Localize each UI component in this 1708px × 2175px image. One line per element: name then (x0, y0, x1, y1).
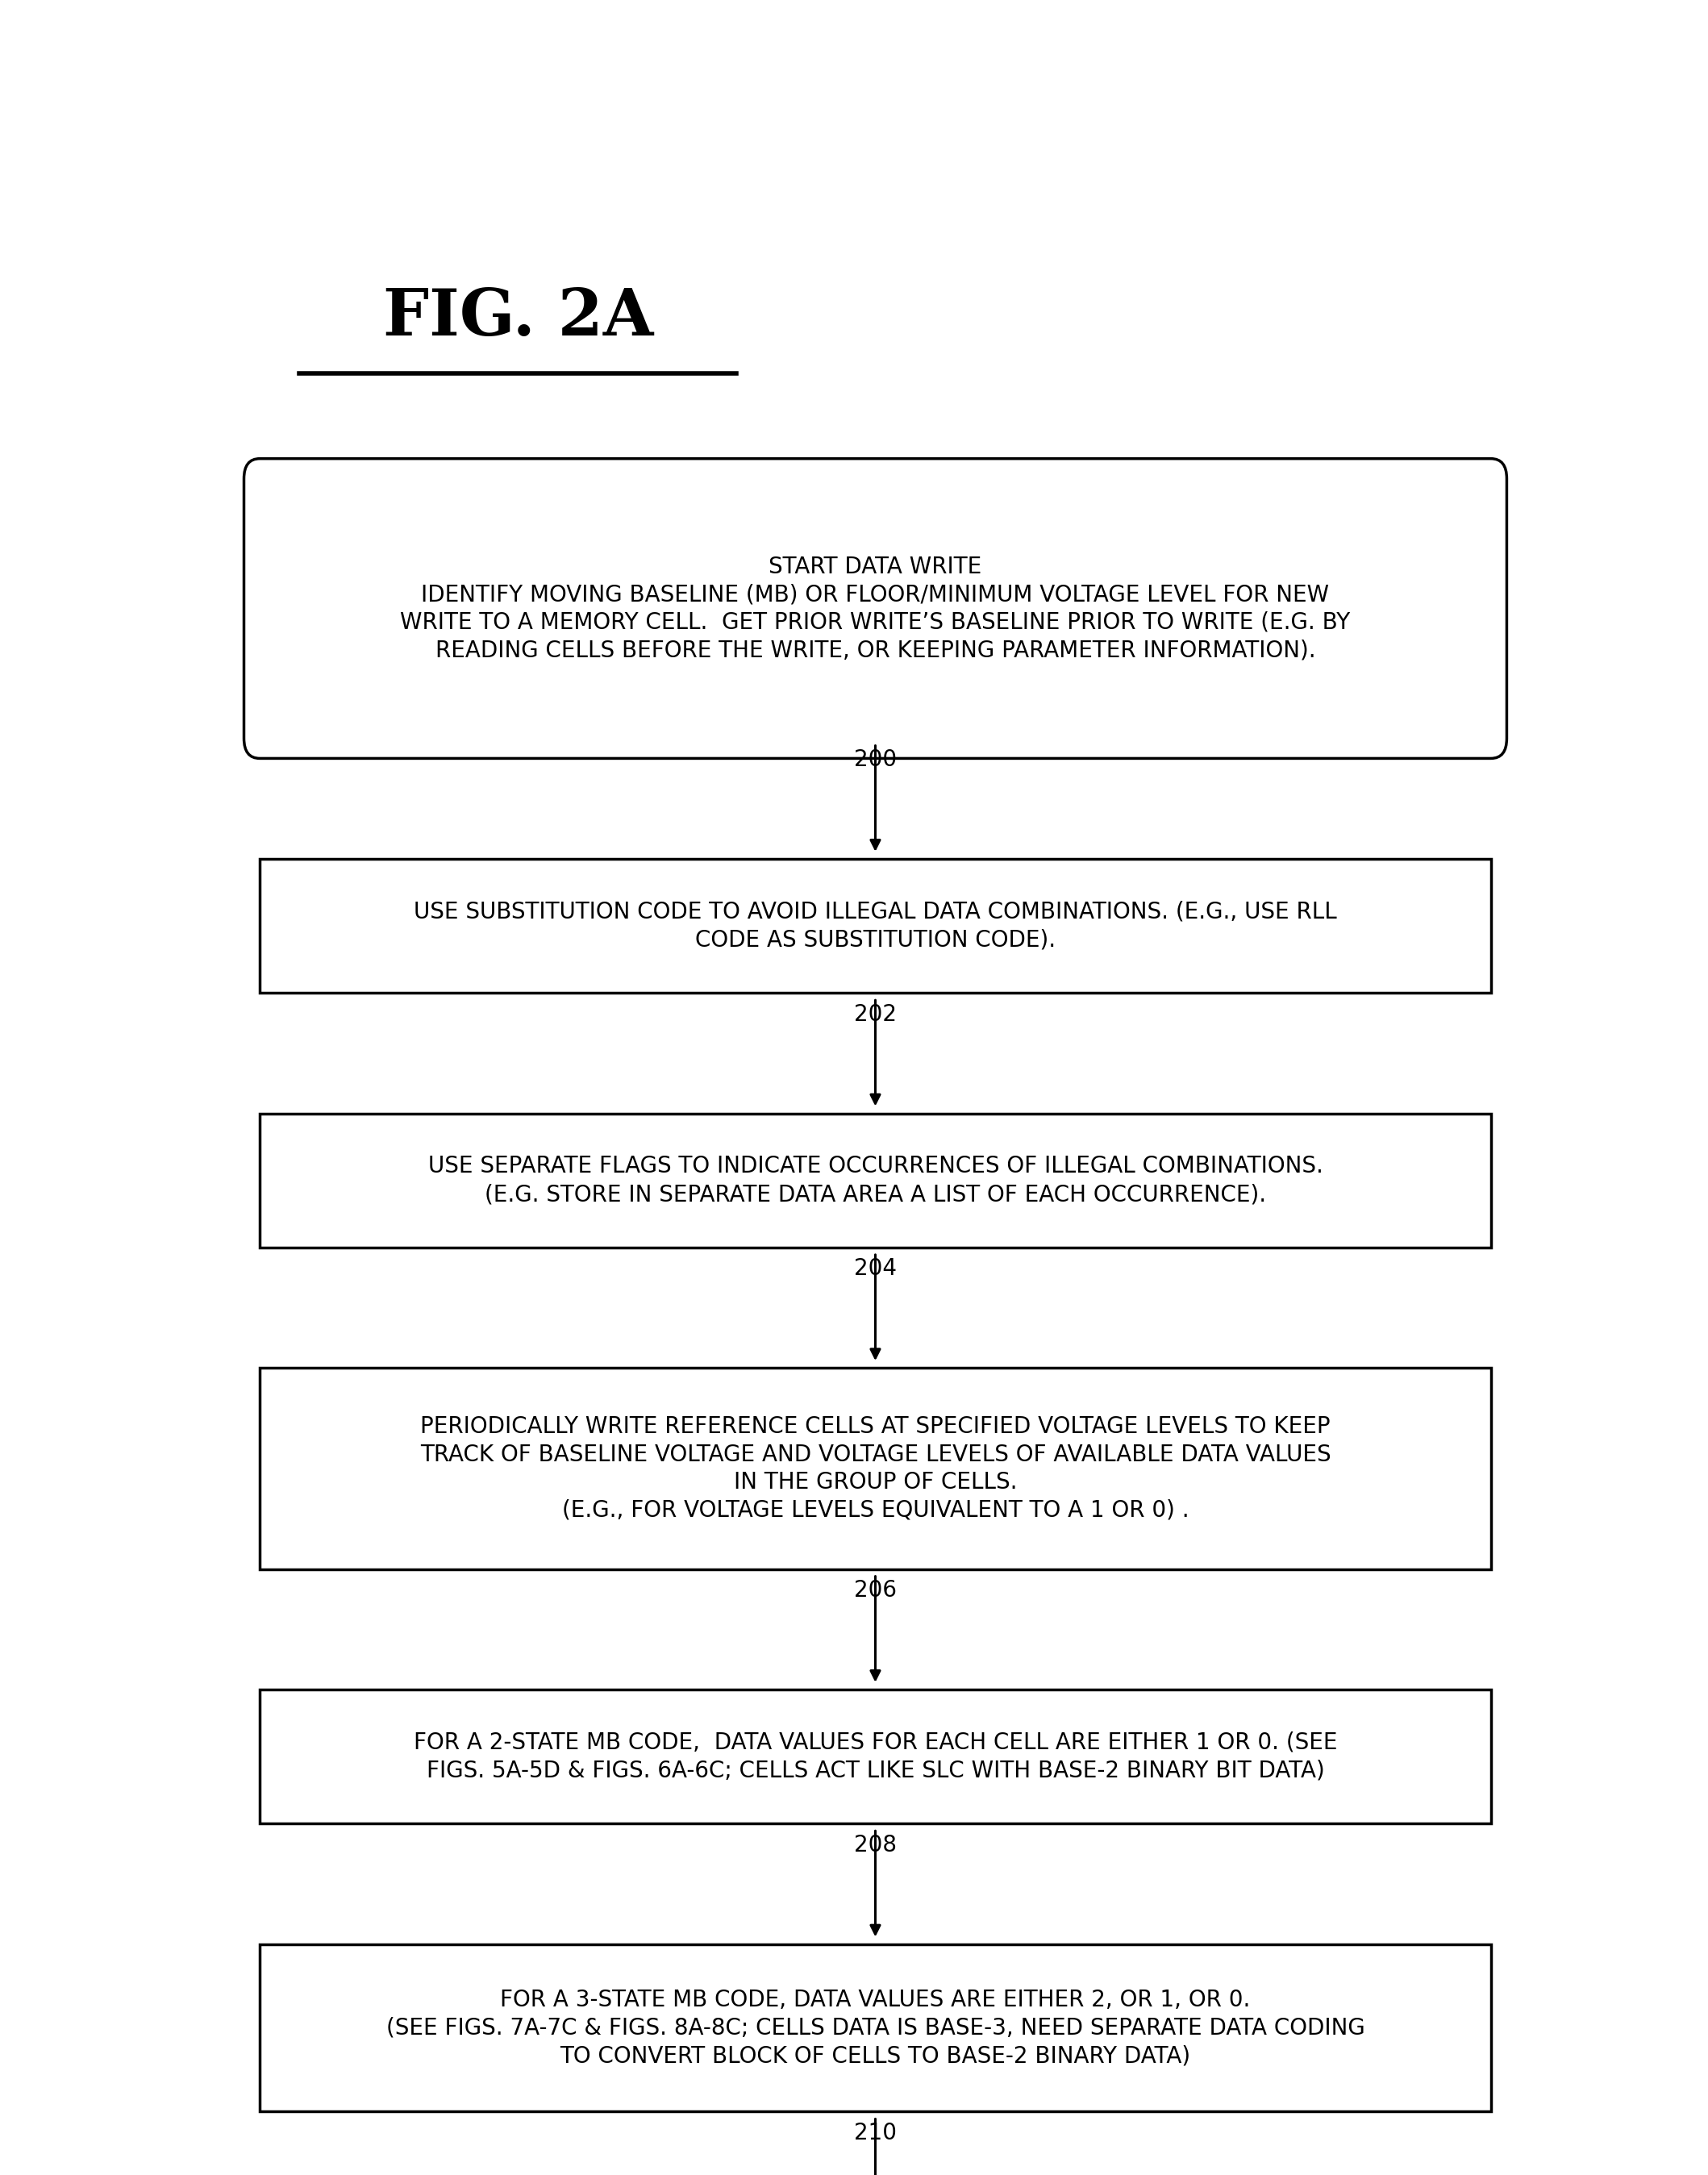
Text: 210: 210 (854, 2121, 897, 2145)
Text: PERIODICALLY WRITE REFERENCE CELLS AT SPECIFIED VOLTAGE LEVELS TO KEEP
TRACK OF : PERIODICALLY WRITE REFERENCE CELLS AT SP… (420, 1416, 1331, 1522)
Bar (260, 1368, 1491, 1568)
Text: FOR A 3-STATE MB CODE, DATA VALUES ARE EITHER 2, OR 1, OR 0.
(SEE FIGS. 7A-7C & : FOR A 3-STATE MB CODE, DATA VALUES ARE E… (386, 1988, 1365, 2066)
Text: FIG. 2A: FIG. 2A (383, 287, 652, 348)
FancyBboxPatch shape (244, 459, 1506, 759)
Text: USE SEPARATE FLAGS TO INDICATE OCCURRENCES OF ILLEGAL COMBINATIONS.
(E.G. STORE : USE SEPARATE FLAGS TO INDICATE OCCURRENC… (427, 1155, 1324, 1205)
FancyArrowPatch shape (871, 1577, 880, 1679)
FancyArrowPatch shape (871, 746, 880, 848)
Text: 206: 206 (854, 1579, 897, 1601)
Text: START DATA WRITE
IDENTIFY MOVING BASELINE (MB) OR FLOOR/MINIMUM VOLTAGE LEVEL FO: START DATA WRITE IDENTIFY MOVING BASELIN… (400, 555, 1351, 661)
Text: 208: 208 (854, 1834, 897, 1855)
FancyArrowPatch shape (871, 1255, 880, 1357)
Bar (260, 1114, 1491, 1248)
Bar (260, 859, 1491, 992)
Text: 200: 200 (854, 748, 897, 770)
Text: 204: 204 (854, 1257, 897, 1281)
Text: FOR A 2-STATE MB CODE,  DATA VALUES FOR EACH CELL ARE EITHER 1 OR 0. (SEE
FIGS. : FOR A 2-STATE MB CODE, DATA VALUES FOR E… (413, 1731, 1337, 1781)
Text: 202: 202 (854, 1003, 897, 1024)
FancyArrowPatch shape (871, 2118, 880, 2175)
Text: USE SUBSTITUTION CODE TO AVOID ILLEGAL DATA COMBINATIONS. (E.G., USE RLL
CODE AS: USE SUBSTITUTION CODE TO AVOID ILLEGAL D… (413, 900, 1337, 950)
FancyArrowPatch shape (871, 1831, 880, 1934)
Bar (260, 1690, 1491, 1823)
Bar (260, 1944, 1491, 2112)
FancyArrowPatch shape (871, 1000, 880, 1103)
